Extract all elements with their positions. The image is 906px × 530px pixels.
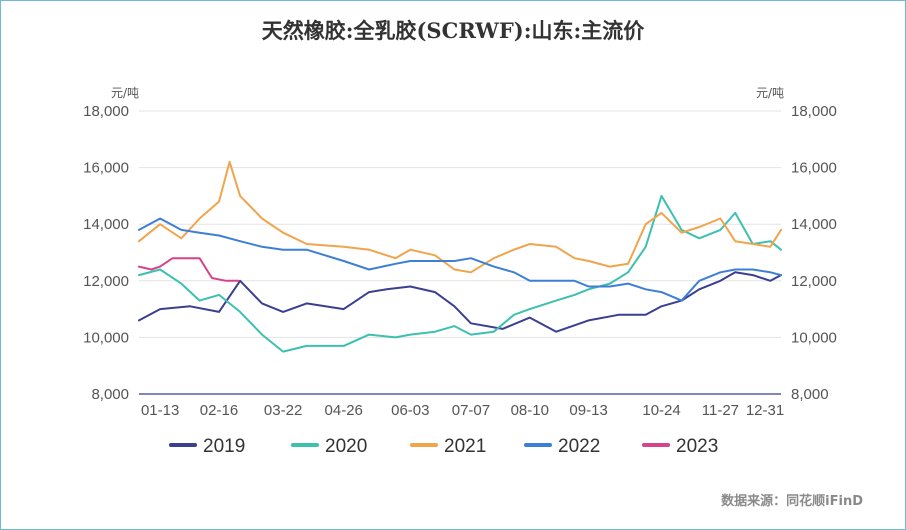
legend: 2019 2020 2021 2022 2023 bbox=[169, 436, 718, 457]
y-tick-label-left: 16,000 bbox=[83, 160, 129, 177]
legend-label-2022: 2022 bbox=[558, 436, 600, 457]
y-tick-label-left: 12,000 bbox=[83, 273, 129, 290]
x-tick-label: 09-13 bbox=[569, 402, 607, 419]
x-axis: 01-13 02-16 03-22 04-26 06-03 07-07 08-10 09-13… bbox=[141, 402, 784, 419]
series-line-2019 bbox=[138, 271, 782, 333]
series-line-2020 bbox=[138, 194, 782, 353]
y-tick-label-left: 10,000 bbox=[83, 329, 129, 346]
legend-label-2020: 2020 bbox=[325, 436, 367, 457]
x-tick-label: 10-24 bbox=[642, 402, 680, 419]
x-tick-label: 02-16 bbox=[200, 402, 238, 419]
x-tick-label: 06-03 bbox=[391, 402, 429, 419]
series-line-2022 bbox=[138, 217, 782, 302]
x-tick-label: 12-31 bbox=[746, 402, 784, 419]
x-tick-label: 07-07 bbox=[452, 402, 490, 419]
unit-right: 元/吨 bbox=[756, 86, 784, 100]
plot-grid bbox=[139, 110, 781, 395]
unit-left: 元/吨 bbox=[111, 86, 139, 100]
y-tick-label-right: 12,000 bbox=[791, 273, 837, 290]
y-axis-left: 18,000 16,000 14,000 12,000 10,000 8,000 bbox=[83, 103, 129, 403]
y-tick-label-right: 16,000 bbox=[791, 160, 837, 177]
y-tick-label-left: 14,000 bbox=[83, 216, 129, 233]
y-tick-label-right: 18,000 bbox=[791, 103, 837, 120]
legend-label-2019: 2019 bbox=[203, 436, 245, 457]
series-lines bbox=[138, 160, 782, 353]
x-tick-label: 04-26 bbox=[325, 402, 363, 419]
y-tick-label-right: 8,000 bbox=[791, 386, 829, 403]
legend-label-2021: 2021 bbox=[444, 436, 486, 457]
y-tick-label-right: 10,000 bbox=[791, 329, 837, 346]
y-tick-label-right: 14,000 bbox=[791, 216, 837, 233]
x-tick-label: 08-10 bbox=[511, 402, 549, 419]
x-tick-label: 11-27 bbox=[702, 402, 739, 419]
x-tick-label: 01-13 bbox=[141, 402, 179, 419]
y-tick-label-left: 8,000 bbox=[91, 386, 129, 403]
x-tick-label: 03-22 bbox=[264, 402, 302, 419]
y-tick-label-left: 18,000 bbox=[83, 103, 129, 120]
series-line-2021 bbox=[138, 160, 782, 274]
y-axis-right: 18,000 16,000 14,000 12,000 10,000 8,000 bbox=[791, 103, 837, 403]
source-note: 数据来源：同花顺iFinD bbox=[721, 493, 863, 509]
chart-title: 天然橡胶:全乳胶(SCRWF):山东:主流价 bbox=[262, 18, 645, 43]
legend-label-2023: 2023 bbox=[676, 436, 718, 457]
series-line-2023 bbox=[138, 257, 240, 282]
